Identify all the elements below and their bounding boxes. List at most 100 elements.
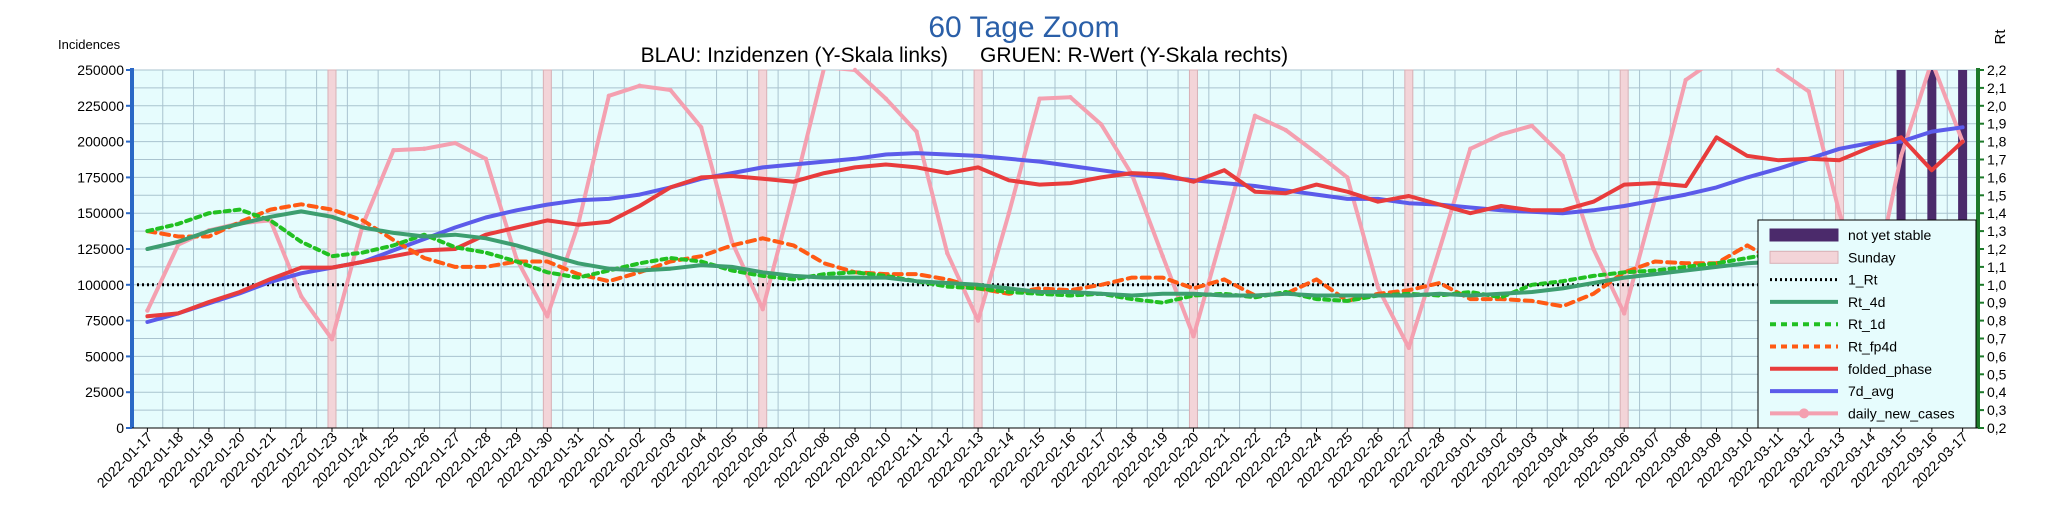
right-axis-tick-label: 0,4: [1987, 384, 2007, 400]
data-point-daily-new-cases: [545, 314, 550, 319]
series-line-rt-4d: [145, 209, 1965, 298]
data-point-daily-new-cases: [483, 156, 489, 161]
left-axis-tick-label: 100000: [77, 277, 124, 293]
data-point-daily-new-cases: [145, 308, 150, 313]
data-point-daily-new-cases: [1498, 132, 1504, 137]
plot-area: 0 25000 50000 75000 100000 125000 150000 175000…: [77, 62, 2007, 491]
series-line-folded-phase: [145, 135, 1965, 319]
left-axis-tick-label: 250000: [77, 62, 124, 78]
right-axis-tick-label: 1,4: [1987, 205, 2007, 221]
chart-title: 60 Tage Zoom: [928, 11, 1119, 44]
sunday-bar: [758, 69, 768, 429]
data-point-daily-new-cases: [729, 239, 735, 245]
sunday-bar: [973, 69, 983, 429]
right-axis-tick-label: 1,9: [1987, 116, 2007, 132]
data-point-daily-new-cases: [1283, 127, 1288, 133]
data-point-daily-new-cases: [1314, 150, 1319, 156]
data-point-daily-new-cases: [1375, 285, 1381, 290]
data-point-daily-new-cases: [1037, 96, 1042, 101]
legend-swatch: [1769, 228, 1839, 242]
legend-label: Rt_fp4d: [1848, 339, 1897, 355]
data-point-daily-new-cases: [1345, 175, 1350, 180]
data-point-daily-new-cases: [1252, 113, 1258, 119]
data-point-daily-new-cases: [1160, 253, 1165, 259]
data-point-daily-new-cases: [975, 318, 981, 323]
left-axis-tick-label: 125000: [77, 241, 124, 257]
left-axis-tick-label: 0: [116, 420, 124, 436]
right-axis-tick-label: 1,7: [1987, 152, 2007, 168]
data-point-daily-new-cases: [852, 67, 858, 73]
data-point-daily-new-cases: [1437, 246, 1442, 252]
data-point-daily-new-cases: [299, 294, 304, 299]
chart-subtitle-right: GRUEN: R-Wert (Y-Skala rechts): [980, 44, 1288, 67]
series-line-7d-avg: [145, 125, 1965, 324]
data-point-daily-new-cases: [1683, 77, 1688, 83]
legend-label: folded_phase: [1848, 361, 1932, 377]
sunday-bar: [327, 69, 337, 429]
sunday-bar: [1619, 69, 1629, 429]
legend-label: daily_new_cases: [1848, 405, 1955, 421]
left-axis-tick-label: 50000: [85, 348, 124, 364]
right-axis-tick-label: 0,9: [1987, 295, 2007, 311]
data-point-daily-new-cases: [1591, 246, 1596, 252]
right-axis-tick-label: 2,0: [1987, 98, 2007, 114]
legend-swatch: [1769, 250, 1839, 264]
data-point-daily-new-cases: [1806, 89, 1811, 94]
data-point-daily-new-cases: [698, 125, 704, 130]
legend-label: 7d_avg: [1848, 383, 1894, 399]
legend-label: not yet stable: [1848, 227, 1931, 243]
data-point-daily-new-cases: [1468, 146, 1473, 151]
sunday-bar: [1188, 69, 1198, 429]
left-axis-tick-label: 200000: [77, 134, 124, 150]
data-point-daily-new-cases: [1191, 334, 1196, 339]
right-axis-tick-label: 0,5: [1987, 366, 2007, 382]
series-line-daily-new-cases: [145, 70, 1965, 350]
left-axis-tick-label: 150000: [77, 205, 124, 221]
data-point-daily-new-cases: [1898, 153, 1904, 159]
data-point-daily-new-cases: [329, 337, 335, 342]
right-axis-tick-label: 1,1: [1987, 259, 2007, 275]
data-point-daily-new-cases: [637, 83, 642, 88]
data-point-daily-new-cases: [945, 251, 950, 256]
sunday-bar: [1404, 69, 1414, 429]
left-axis-tick-label: 25000: [85, 384, 124, 400]
right-axis-label: Rt: [1992, 29, 2009, 45]
data-point-daily-new-cases: [452, 140, 458, 146]
legend: not yet stable Sunday 1_Rt Rt_4d Rt_1d Rt_fp4…: [1757, 219, 1977, 429]
chart-subtitle-left: BLAU: Inzidenzen (Y-Skala links): [641, 44, 948, 67]
data-point-daily-new-cases: [1529, 123, 1535, 129]
left-axis-tick-label: 225000: [77, 98, 124, 114]
data-point-daily-new-cases: [883, 96, 888, 101]
data-point-daily-new-cases: [606, 93, 612, 98]
data-point-daily-new-cases: [1775, 67, 1781, 73]
right-axis-tick-label: 0,2: [1987, 420, 2007, 436]
legend-label: Sunday: [1848, 249, 1895, 265]
left-axis-tick-label: 75000: [85, 313, 124, 329]
right-axis-tick-label: 1,2: [1987, 241, 2007, 257]
right-axis-tick-label: 2,1: [1987, 80, 2007, 96]
series-line-rt-1d: [145, 207, 1965, 312]
data-point-daily-new-cases: [1560, 153, 1565, 159]
sunday-bar: [542, 69, 552, 429]
right-axis-tick-label: 1,0: [1987, 277, 2007, 293]
legend-label: 1_Rt: [1848, 272, 1878, 288]
right-axis-tick-label: 1,8: [1987, 134, 2007, 150]
data-point-daily-new-cases: [422, 146, 427, 151]
data-point-daily-new-cases: [1621, 311, 1627, 316]
right-axis-tick-label: 0,8: [1987, 313, 2007, 329]
right-axis-tick-label: 2,2: [1987, 62, 2007, 78]
data-point-daily-new-cases: [1837, 211, 1842, 216]
right-axis-tick-label: 0,7: [1987, 331, 2007, 347]
data-point-daily-new-cases: [1222, 225, 1227, 230]
right-axis-tick-label: 1,3: [1987, 223, 2007, 239]
legend-label: Rt_1d: [1848, 316, 1885, 332]
data-point-daily-new-cases: [1068, 95, 1073, 100]
data-point-daily-new-cases: [1406, 345, 1412, 351]
data-point-daily-new-cases: [914, 129, 919, 134]
right-axis-tick-label: 0,6: [1987, 348, 2007, 364]
right-axis-tick-label: 1,5: [1987, 187, 2007, 203]
right-axis-tick-label: 0,3: [1987, 402, 2007, 418]
right-axis-tick-label: 1,6: [1987, 169, 2007, 185]
data-point-daily-new-cases: [760, 306, 765, 312]
